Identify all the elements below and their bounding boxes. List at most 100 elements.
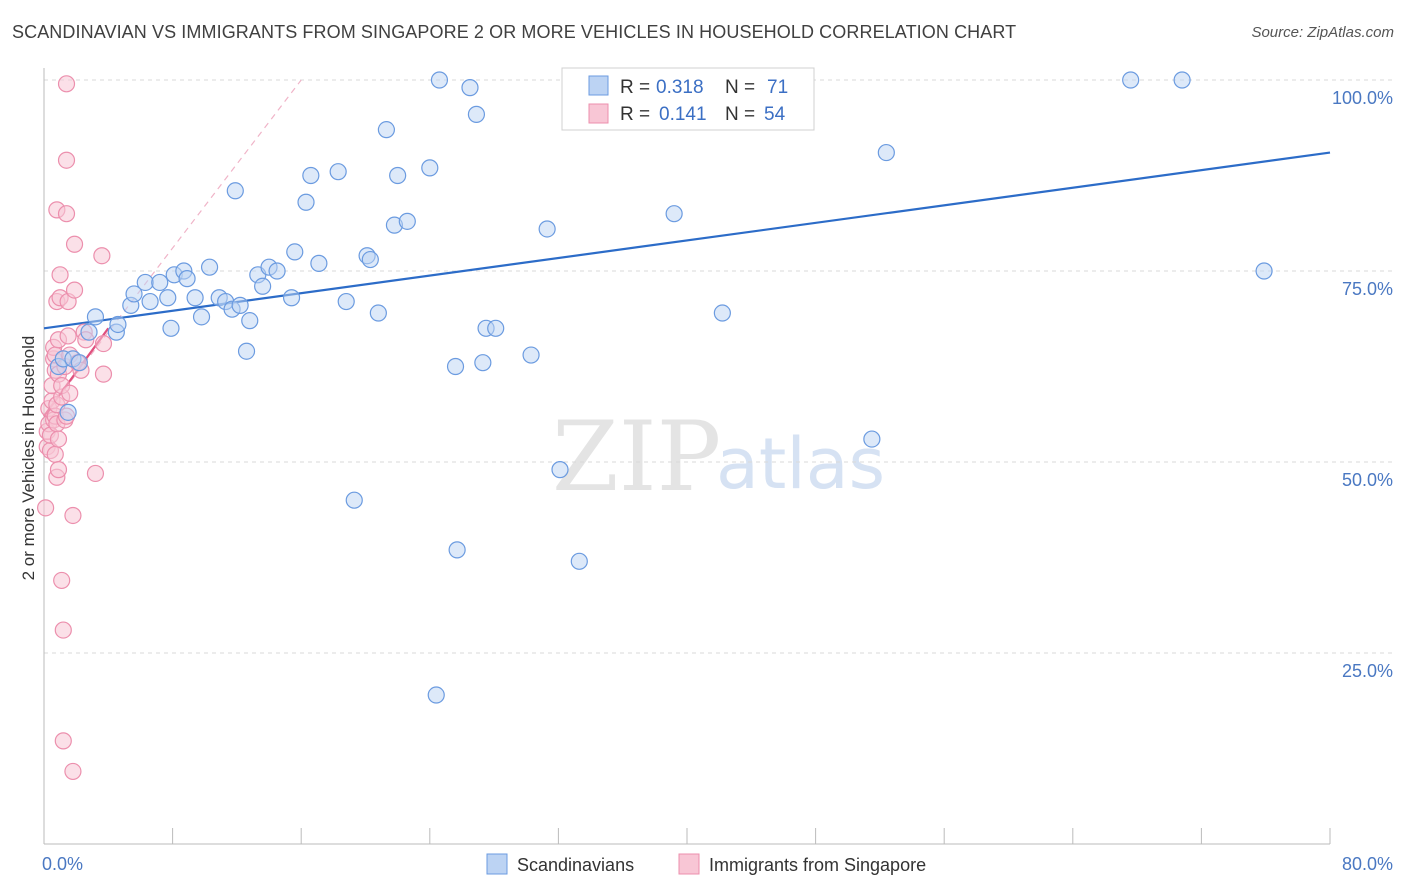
point-singapore-30 (54, 621, 72, 639)
point-scandinavians-50 (430, 71, 449, 89)
point-singapore-43 (64, 762, 82, 781)
point-scandinavians-54 (467, 105, 486, 123)
series-legend-label-singapore: Immigrants from Singapore (709, 855, 926, 875)
point-scandinavians-32 (268, 262, 286, 280)
point-scandinavians-28 (241, 312, 259, 330)
stats-legend-n-label-pink: N = (725, 104, 755, 125)
point-singapore-44 (65, 235, 84, 253)
point-singapore-21 (49, 461, 68, 479)
point-scandinavians-26 (231, 296, 249, 314)
point-scandinavians-11 (136, 273, 154, 292)
point-scandinavians-34 (286, 243, 304, 261)
point-scandinavians-25 (226, 182, 244, 200)
point-scandinavians-40 (345, 491, 363, 509)
chart-source: Source: ZipAtlas.com (1251, 24, 1394, 41)
y-tick-label-75: 75.0% (1342, 279, 1393, 299)
point-singapore-50 (86, 464, 105, 483)
point-scandinavians-60 (551, 461, 569, 479)
point-scandinavians-27 (237, 342, 256, 360)
point-singapore-40 (61, 384, 79, 402)
point-singapore-25 (51, 266, 69, 284)
gridlines (44, 79, 1392, 654)
point-scandinavians-12 (141, 292, 159, 311)
point-singapore-51 (93, 247, 111, 265)
point-scandinavians-68 (877, 143, 895, 162)
point-singapore-12 (46, 445, 64, 463)
point-scandinavians-43 (369, 304, 387, 322)
stats-legend-n-value-blue: 71 (767, 77, 788, 98)
point-scandinavians-2 (59, 403, 77, 421)
point-scandinavians-57 (487, 319, 505, 337)
point-scandinavians-63 (665, 205, 683, 223)
stats-legend-swatch-blue (588, 75, 609, 96)
point-scandinavians-42 (361, 250, 379, 269)
point-singapore-36 (57, 151, 76, 169)
stats-legend-r-value-blue: 0.318 (656, 77, 704, 98)
stats-legend-r-value-pink: 0.141 (659, 104, 707, 125)
point-scandinavians-5 (80, 323, 98, 341)
point-scandinavians-51 (446, 357, 465, 376)
series-immigrants-from-singapore (37, 75, 113, 781)
stats-legend-swatch-pink (588, 103, 609, 124)
point-scandinavians-58 (522, 346, 540, 364)
series-legend-label-scandinavians: Scandinavians (517, 855, 634, 875)
point-scandinavians-47 (398, 212, 416, 230)
point-scandinavians-6 (86, 308, 105, 326)
point-scandinavians-39 (337, 292, 355, 311)
point-singapore-39 (59, 327, 77, 345)
point-scandinavians-69 (1122, 71, 1140, 89)
point-scandinavians-13 (151, 273, 169, 292)
x-tick-label-min: 0.0% (42, 854, 83, 874)
point-scandinavians-48 (421, 159, 439, 177)
point-scandinavians-33 (282, 289, 301, 307)
point-scandinavians-64 (713, 304, 731, 322)
watermark-zip: ZIP (552, 401, 721, 513)
point-scandinavians-70 (1173, 71, 1191, 89)
point-scandinavians-18 (178, 270, 196, 288)
point-scandinavians-35 (297, 193, 315, 211)
y-tick-label-50: 50.0% (1342, 470, 1393, 490)
point-scandinavians-8 (109, 315, 127, 334)
x-tick-label-max: 80.0% (1342, 854, 1393, 874)
watermark: ZIP atlas (552, 401, 885, 513)
point-scandinavians-4 (70, 354, 88, 372)
point-scandinavians-71 (1255, 262, 1273, 280)
point-singapore-45 (65, 281, 84, 299)
point-scandinavians-21 (200, 258, 219, 276)
point-scandinavians-61 (570, 552, 588, 570)
trend-line-scandinavians (43, 151, 1331, 330)
point-scandinavians-30 (254, 277, 272, 295)
y-axis-label: 2 or more Vehicles in Household (19, 336, 38, 581)
point-singapore-31 (54, 732, 72, 750)
point-scandinavians-14 (159, 289, 177, 307)
point-scandinavians-20 (192, 308, 211, 326)
series-scandinavians (49, 71, 1273, 704)
point-scandinavians-59 (538, 220, 556, 238)
point-singapore-52 (94, 365, 113, 383)
point-scandinavians-52 (448, 541, 466, 559)
y-tick-label-100: 100.0% (1332, 88, 1393, 108)
point-scandinavians-19 (186, 289, 204, 307)
point-singapore-42 (64, 506, 82, 525)
series-legend: Scandinavians Immigrants from Singapore (486, 853, 926, 875)
stats-legend-n-value-pink: 54 (764, 104, 786, 125)
point-singapore-53 (94, 334, 113, 353)
stats-legend-n-label-blue: N = (725, 77, 755, 98)
stats-legend: R = 0.318 N = 71 R = 0.141 N = 54 (561, 67, 815, 131)
series-legend-swatch-singapore (678, 853, 700, 875)
point-scandinavians-44 (377, 121, 395, 139)
y-tick-labels: 25.0% 50.0% 75.0% 100.0% (1332, 88, 1393, 681)
point-scandinavians-46 (389, 166, 407, 185)
point-scandinavians-38 (329, 163, 347, 181)
y-tick-label-25: 25.0% (1342, 661, 1393, 681)
point-singapore-35 (57, 205, 76, 223)
stats-legend-r-label-pink: R = (620, 104, 650, 125)
point-singapore-0 (37, 499, 55, 517)
point-scandinavians-15 (162, 319, 180, 337)
point-singapore-22 (49, 430, 68, 448)
point-scandinavians-49 (427, 686, 445, 704)
point-scandinavians-10 (125, 285, 143, 303)
point-singapore-29 (53, 571, 71, 590)
point-singapore-37 (57, 75, 76, 93)
